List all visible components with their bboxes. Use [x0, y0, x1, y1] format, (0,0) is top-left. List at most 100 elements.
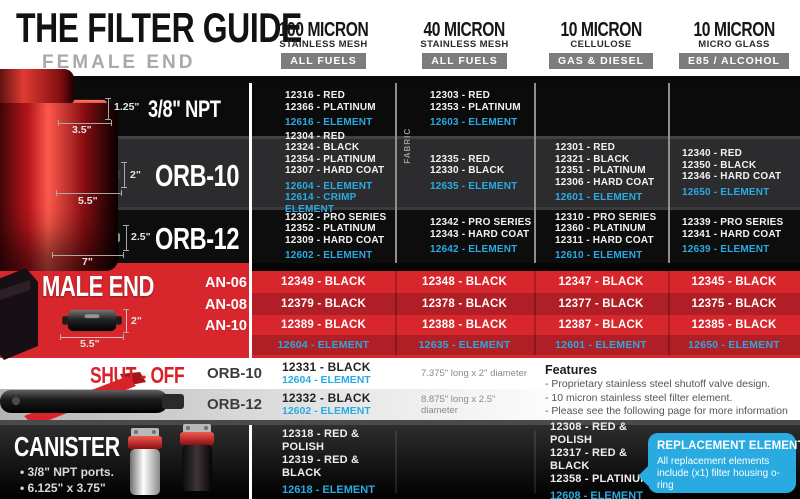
male-end-label-cell: MALE END 2" 5.5" AN-06 AN-08 AN-10	[0, 263, 252, 360]
canister-label-cell: CANISTER 3/8" NPT ports. 6.125" x 3.75"	[0, 424, 252, 499]
part-number: 12387 - BLACK	[558, 319, 644, 331]
dimension-width: 7"	[82, 256, 93, 268]
part-number: 12319 - RED & BLACK	[282, 453, 360, 479]
row-title-shutoff-orb12: ORB-12	[207, 396, 263, 413]
canister-bullet: 3/8" NPT ports.	[20, 465, 114, 479]
section-subtitle-female-end: FEMALE END	[42, 52, 196, 73]
part-number: 12301 - RED	[555, 142, 616, 154]
dimension-line	[58, 120, 112, 126]
element-number: 12601 - ELEMENT	[555, 339, 647, 351]
cell-orb10-10micron-microglass: 12340 - RED 12350 - BLACK 12346 - HARD C…	[668, 139, 800, 207]
section-padding	[252, 355, 800, 358]
replacement-elements-callout: REPLACEMENT ELEMENTS All replacement ele…	[648, 433, 800, 493]
column-divider	[668, 271, 670, 355]
part-number: 12352 - PLATINUM	[285, 223, 376, 234]
features-item: - Please see the following page for more…	[545, 405, 788, 417]
cell-orb10-40micron: 12335 - RED 12330 - BLACK 12635 - ELEMEN…	[395, 139, 534, 207]
column-divider	[534, 83, 536, 263]
column-micron-label: 10 MICRON	[560, 19, 642, 41]
shut-off-section: 12331 - BLACK 12604 - ELEMENT 7.375" lon…	[0, 358, 800, 420]
dimension-width: 3.5"	[72, 124, 92, 136]
cell-orb10-10micron-cellulose: 12301 - RED 12321 - BLACK 12351 - PLATIN…	[534, 139, 668, 207]
male-end-section: MALE END 2" 5.5" AN-06 AN-08 AN-10 12349…	[0, 263, 800, 360]
fuel-badge: E85 / ALCOHOL	[679, 53, 789, 69]
size-note: 8.875" long x 2.5" diameter	[421, 393, 496, 416]
element-number: 12650 - ELEMENT	[682, 186, 770, 198]
features-item: - 10 micron stainless steel filter eleme…	[545, 391, 733, 404]
cell-npt-10micron-cellulose-empty	[534, 83, 668, 136]
label-column-separator	[249, 83, 252, 263]
row-title-orb12: ORB-12	[155, 221, 266, 257]
row-title-text: ORB-10	[155, 158, 240, 193]
row-male-elements: 12604 - ELEMENT 12635 - ELEMENT 12601 - …	[252, 335, 800, 355]
part-number: 12342 - PRO SERIES	[430, 217, 532, 229]
cell-orb10-100micron: 12304 - RED 12324 - BLACK 12354 - PLATIN…	[252, 131, 395, 215]
column-divider	[395, 83, 397, 263]
cell-npt-40micron: FABRIC 12303 - RED 12353 - PLATINUM 1260…	[395, 83, 534, 163]
part-number: 12302 - PRO SERIES	[285, 211, 387, 223]
dimension-line	[56, 190, 122, 196]
cell-orb12-40micron: 12342 - PRO SERIES 12343 - HARD COAT 126…	[395, 210, 534, 263]
element-number: 12608 - ELEMENT	[550, 490, 643, 499]
part-number: 12304 - RED	[285, 130, 346, 142]
row-an10: 12389 - BLACK 12388 - BLACK 12387 - BLAC…	[252, 315, 800, 335]
male-end-title-text: MALE END	[42, 271, 155, 303]
canister-title-text: CANISTER	[14, 431, 120, 462]
part-number: 12358 - PLATINUM	[550, 473, 650, 485]
part-number: 12366 - PLATINUM	[285, 101, 376, 113]
element-number: 12604 - ELEMENT	[285, 180, 373, 192]
part-number: 12347 - BLACK	[558, 276, 644, 288]
column-headers: 100 MICRON STAINLESS MESH ALL FUELS 40 M…	[252, 0, 800, 76]
element-number: 12603 - ELEMENT	[430, 117, 518, 129]
features-title: Features	[545, 363, 598, 377]
part-number: 12340 - RED	[682, 148, 743, 159]
column-micron-label: 10 MICRON	[693, 19, 775, 41]
shut-off-title-text: SHUT - OFF	[90, 362, 185, 388]
shutoff-valve-product-image	[0, 372, 184, 420]
dimension-line	[121, 162, 127, 188]
row-title-an08: AN-08	[205, 297, 247, 313]
part-number: 12308 - RED & POLISH	[550, 421, 628, 446]
part-number: 12311 - HARD COAT	[555, 234, 654, 246]
dimension-line	[123, 225, 129, 251]
column-divider	[668, 83, 670, 263]
features-item: - Proprietary stainless steel shutoff va…	[545, 378, 771, 390]
shut-off-title: SHUT - OFF	[90, 362, 214, 389]
cell-orb12-100micron: 12302 - PRO SERIES 12352 - PLATINUM 1230…	[252, 210, 395, 263]
red-filter-body	[0, 103, 118, 271]
part-number: 12335 - RED	[430, 153, 491, 165]
cell-canister-100micron: 12318 - RED & POLISH 12319 - RED & BLACK…	[252, 425, 395, 499]
part-number: 12349 - BLACK	[280, 276, 367, 288]
label-column-separator	[249, 425, 252, 499]
part-number: 12317 - RED & BLACK	[550, 447, 628, 472]
filter-image-male	[62, 309, 122, 332]
element-number: 12616 - ELEMENT	[285, 117, 373, 129]
dimension-width: 5.5"	[80, 338, 100, 350]
row-title-orb10: ORB-10	[155, 158, 266, 194]
part-number: 12330 - BLACK	[430, 165, 505, 177]
part-number: 12353 - PLATINUM	[430, 101, 521, 113]
column-header-10-micron-microglass: 10 MICRON MICRO GLASS E85 / ALCOHOL	[668, 0, 800, 76]
column-micron-label: 100 MICRON	[278, 19, 369, 41]
row-an08: 12379 - BLACK 12378 - BLACK 12377 - BLAC…	[252, 293, 800, 315]
column-media-label: STAINLESS MESH	[420, 39, 509, 50]
female-end-section: 1.25" 3.5" 3/8" NPT 12316 - RED 12366 - …	[0, 69, 800, 271]
page-title: THE FILTER GUIDE	[16, 4, 392, 52]
section-divider-bar	[252, 263, 800, 271]
part-number: 12375 - BLACK	[691, 298, 777, 310]
dimension-line	[60, 334, 124, 340]
features-block: Features - Proprietary stainless steel s…	[545, 363, 797, 419]
an-fitting-product-image	[0, 268, 38, 360]
part-number: 12307 - HARD COAT	[285, 165, 385, 177]
row-title-shutoff-orb10: ORB-10	[207, 365, 263, 382]
element-number: 12618 - ELEMENT	[282, 483, 375, 496]
male-end-data: 12349 - BLACK 12348 - BLACK 12347 - BLAC…	[252, 263, 800, 358]
canister-image-polish	[128, 428, 162, 495]
cell-orb12-10micron-microglass: 12339 - PRO SERIES 12341 - HARD COAT 126…	[668, 210, 800, 263]
column-header-10-micron-cellulose: 10 MICRON CELLULOSE GAS & DIESEL	[534, 0, 668, 76]
part-number: 12343 - HARD COAT	[430, 228, 530, 240]
element-number: 12602 - ELEMENT	[285, 250, 373, 261]
part-number: 12350 - BLACK	[682, 159, 757, 171]
element-number: 12604 - ELEMENT	[282, 374, 371, 386]
